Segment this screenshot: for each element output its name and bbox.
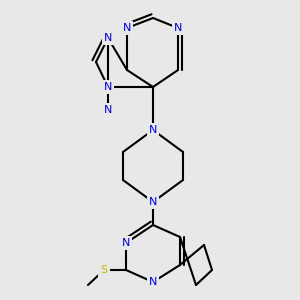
Text: S: S	[100, 265, 108, 275]
Text: N: N	[104, 33, 112, 43]
Text: N: N	[104, 105, 112, 115]
Text: N: N	[149, 125, 157, 135]
Text: N: N	[122, 238, 130, 248]
Text: N: N	[149, 277, 157, 287]
Text: N: N	[174, 23, 182, 33]
Text: N: N	[104, 82, 112, 92]
Text: N: N	[149, 197, 157, 207]
Text: N: N	[123, 23, 131, 33]
